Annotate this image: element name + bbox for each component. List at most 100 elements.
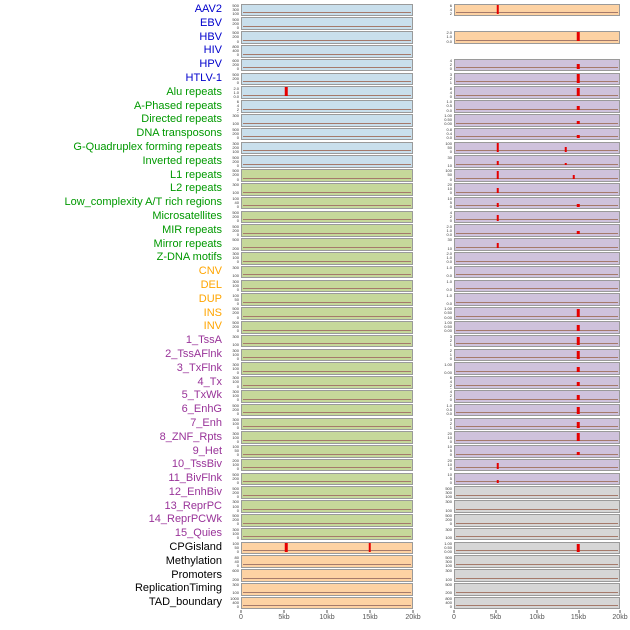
signal-baseline — [456, 163, 618, 165]
left-yaxis-tick-labels: 300 100 0 — [226, 390, 241, 402]
yaxis-tick-label: 500 — [232, 224, 239, 229]
yaxis-tick-label: 100 — [232, 351, 239, 357]
left-yaxis-tick-labels: 500 200 0 — [226, 18, 241, 30]
x-axis-tick-label: 5kb — [278, 614, 290, 622]
left-yaxis-tick-labels: 300 100 0 — [226, 280, 241, 292]
signal-peak — [576, 73, 580, 83]
signal-peak — [576, 452, 580, 456]
signal-peak — [564, 162, 567, 166]
yaxis-tick-label: 0 — [449, 397, 452, 403]
track-row-tad-boundary: TAD_boundary 1000 400 0 800 400 0 — [0, 596, 630, 610]
right-track-panel — [454, 555, 620, 569]
signal-baseline — [243, 191, 411, 193]
row-label-15-quies: 15_Quies — [174, 527, 222, 540]
signal-baseline — [243, 39, 411, 41]
right-track-panel — [454, 569, 620, 582]
yaxis-tick-label: 300 — [445, 528, 452, 533]
yaxis-tick-label: 10 — [447, 445, 452, 450]
signal-baseline — [456, 508, 618, 510]
signal-peak — [576, 231, 580, 235]
right-track-panel — [454, 362, 620, 375]
signal-baseline — [456, 205, 618, 207]
right-track-panel — [454, 72, 620, 86]
x-axis-right: 0 5kb 10kb 15kb 20kb — [452, 610, 628, 626]
yaxis-tick-label: 500 — [232, 321, 239, 326]
signal-baseline — [243, 522, 411, 524]
yaxis-tick-label: 4 — [449, 390, 452, 395]
left-yaxis-tick-labels: 300 100 — [226, 583, 241, 595]
yaxis-tick-label: 0.50 — [444, 324, 452, 330]
x-axis-tick-label: 15kb — [570, 614, 587, 622]
yaxis-tick-label: 40 — [234, 558, 239, 564]
signal-peak — [576, 308, 580, 318]
x-axis-tick-label: 0 — [452, 614, 456, 622]
left-yaxis-tick-labels: 300 100 0 — [226, 418, 241, 430]
row-label-6-enhg: 6_EnhG — [181, 403, 222, 416]
yaxis-tick-label: 2 — [449, 393, 452, 399]
yaxis-tick-label: 0.50 — [444, 544, 452, 550]
track-row-13-reprpc: 13_ReprPC 300 100 0 300 100 — [0, 500, 630, 514]
right-yaxis-tick-labels: 2.0 1.0 0.0 — [439, 225, 454, 237]
yaxis-tick-label: 400 — [232, 600, 239, 606]
left-yaxis-tick-labels: 500 200 0 — [226, 225, 241, 237]
right-yaxis-tick-labels: 20 10 0 — [439, 432, 454, 444]
right-yaxis-tick-labels: 30 10 — [439, 238, 454, 250]
yaxis-tick-label: 4 — [449, 89, 452, 95]
left-track-panel — [241, 127, 413, 141]
left-yaxis-tick-labels: 300 100 0 — [226, 500, 241, 512]
signal-baseline — [243, 122, 411, 124]
row-label-dup: DUP — [198, 292, 222, 305]
yaxis-tick-label: 500 — [232, 307, 239, 312]
left-track-panel — [241, 169, 413, 182]
yaxis-tick-label: 300 — [232, 390, 239, 395]
track-row-6-enhg: 6_EnhG 500 200 0 1.0 0.5 0.0 — [0, 403, 630, 417]
yaxis-tick-label: 500 — [445, 555, 452, 560]
yaxis-tick-label: 1 — [449, 424, 452, 430]
left-yaxis-tick-labels: 500 200 0 — [226, 487, 241, 499]
left-track-panel — [241, 251, 413, 265]
signal-baseline — [243, 591, 411, 593]
signal-baseline — [243, 370, 411, 372]
row-label-inv: INV — [203, 320, 222, 333]
signal-peak — [284, 542, 288, 552]
yaxis-tick-label: 400 — [445, 600, 452, 606]
yaxis-tick-label: 20 — [447, 183, 452, 188]
yaxis-tick-label: 0 — [449, 93, 452, 99]
track-row-2-tssaflnk: 2_TssAFlnk 300 100 0 2 1 0 — [0, 348, 630, 362]
yaxis-tick-label: 0 — [236, 369, 239, 375]
yaxis-tick-label: 0 — [236, 438, 239, 444]
signal-baseline — [243, 177, 411, 179]
left-track-panel — [241, 431, 413, 444]
right-track-panel — [454, 127, 620, 141]
right-track-panel — [454, 86, 620, 99]
right-track-panel — [454, 224, 620, 237]
left-yaxis-tick-labels: 300 100 — [226, 266, 241, 278]
yaxis-tick-label: 10 — [447, 186, 452, 192]
yaxis-tick-label: 0.0 — [446, 135, 452, 141]
left-yaxis-tick-labels: 100 50 0 — [226, 294, 241, 306]
left-yaxis-tick-labels: 500 200 0 — [226, 211, 241, 223]
row-label-mirror-repeats: Mirror repeats — [153, 237, 222, 250]
left-track-panel — [241, 541, 413, 555]
yaxis-tick-label: 1.0 — [233, 89, 239, 95]
yaxis-tick-label: 300 — [232, 431, 239, 436]
x-axis-tickmark — [412, 610, 414, 614]
yaxis-tick-label: 300 — [445, 489, 452, 495]
yaxis-tick-label: 6 — [449, 3, 452, 8]
yaxis-tick-label: 0.50 — [444, 310, 452, 316]
signal-baseline — [243, 398, 411, 400]
yaxis-tick-label: 0 — [236, 328, 239, 334]
row-label-microsatellites: Microsatellites — [152, 209, 222, 222]
yaxis-tick-label: 10 — [447, 472, 452, 477]
yaxis-tick-label: 0 — [236, 493, 239, 499]
signal-baseline — [243, 329, 411, 331]
right-track-panel — [454, 527, 620, 541]
signal-peak — [576, 367, 580, 373]
row-label-tad-boundary: TAD_boundary — [148, 596, 222, 609]
signal-peak — [576, 351, 580, 359]
yaxis-tick-label: 2 — [449, 348, 452, 353]
yaxis-tick-label: 200 — [232, 489, 239, 495]
right-yaxis-tick-labels: 1.00 0.50 0.00 — [439, 321, 454, 333]
